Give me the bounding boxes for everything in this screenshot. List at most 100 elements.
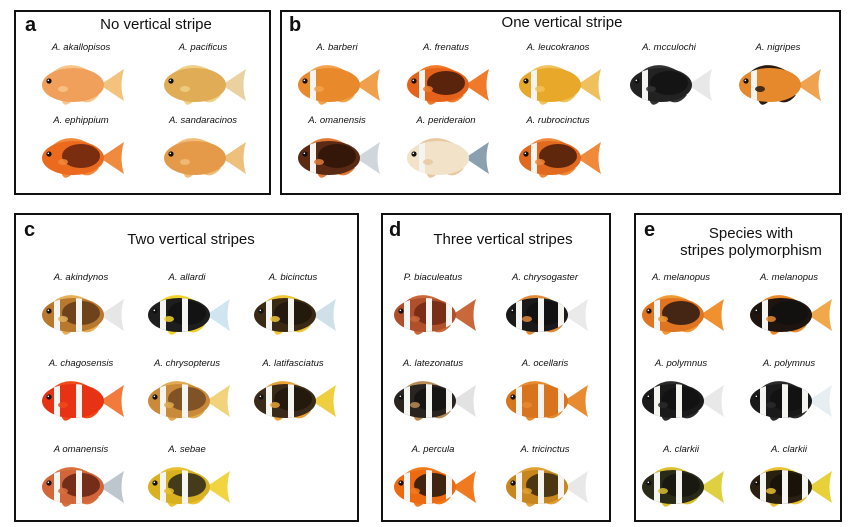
species-cell: A. percula — [368, 444, 498, 512]
panel-title: One vertical stripe — [501, 14, 623, 31]
fish-illustration — [506, 467, 588, 507]
fish-illustration — [42, 295, 124, 335]
species-name: A. polymnus — [654, 358, 708, 369]
fish-illustration — [42, 381, 124, 421]
fish-illustration — [394, 467, 476, 507]
panel-title: Species with stripes polymorphism — [656, 225, 846, 259]
species-name: A. tricinctus — [520, 444, 570, 455]
species-cell: A. ocellaris — [480, 358, 610, 426]
species-cell: A. chrysogaster — [480, 272, 610, 340]
fish-illustration — [148, 381, 230, 421]
species-cell: A. polymnus — [616, 358, 746, 426]
species-cell: A. barberi — [272, 42, 402, 110]
species-cell: A. sandaracinos — [138, 115, 268, 183]
species-cell: A omanensis — [16, 444, 146, 512]
species-name: A. sandaracinos — [168, 115, 238, 126]
fish-illustration — [394, 381, 476, 421]
fish-illustration — [254, 381, 336, 421]
species-name: A. chrysopterus — [154, 358, 220, 369]
fish-illustration — [519, 65, 601, 105]
panel-b: b One vertical stripe A. barberi A. fren… — [280, 10, 841, 195]
species-cell: A. sebae — [122, 444, 252, 512]
fish-illustration — [42, 467, 124, 507]
species-cell: A. chagosensis — [16, 358, 146, 426]
species-cell: A. akindynos — [16, 272, 146, 340]
species-name: A. pacificus — [178, 42, 228, 53]
panel-a: a No vertical stripe A. akallopisos A. p… — [14, 10, 271, 195]
species-name: A. leucokranos — [526, 42, 590, 53]
fish-illustration — [750, 295, 832, 335]
panel-c: c Two vertical stripes A. akindynos A. a… — [14, 213, 359, 522]
species-name: A. perideraion — [416, 115, 476, 126]
fish-illustration — [298, 65, 380, 105]
species-name: A. allardi — [168, 272, 206, 283]
fish-illustration — [642, 381, 724, 421]
panel-d: d Three vertical stripes P. biaculeatus … — [381, 213, 611, 522]
fish-illustration — [642, 295, 724, 335]
species-cell: A. frenatus — [381, 42, 511, 110]
species-name: A. chrysogaster — [512, 272, 578, 283]
species-cell: A. tricinctus — [480, 444, 610, 512]
species-cell: A. leucokranos — [493, 42, 623, 110]
species-cell: A. chrysopterus — [122, 358, 252, 426]
species-name: A. mcculochi — [642, 42, 696, 53]
fish-illustration — [739, 65, 821, 105]
panel-label: a — [25, 14, 37, 36]
fish-illustration — [407, 138, 489, 178]
fish-illustration — [394, 295, 476, 335]
fish-illustration — [506, 381, 588, 421]
panel-title: Two vertical stripes — [127, 231, 255, 248]
species-name: A. chagosensis — [48, 358, 114, 369]
species-name: A. omanensis — [308, 115, 366, 126]
species-cell: A. melanopus — [724, 272, 850, 340]
panel-title-line: Species with — [708, 225, 794, 242]
fish-illustration — [164, 65, 246, 105]
species-cell: A. clarkii — [616, 444, 746, 512]
species-cell: A. latifasciatus — [228, 358, 358, 426]
species-name: A. akallopisos — [51, 42, 111, 53]
panel-title: No vertical stripe — [100, 16, 212, 33]
species-name: A. akindynos — [53, 272, 109, 283]
panel-label: b — [289, 14, 302, 36]
species-name: A. bicinctus — [268, 272, 318, 283]
fish-illustration — [407, 65, 489, 105]
panel-e: e Species with stripes polymorphism A. m… — [634, 213, 842, 522]
fish-illustration — [506, 295, 588, 335]
species-cell: A. omanensis — [272, 115, 402, 183]
species-cell: A. melanopus — [616, 272, 746, 340]
species-cell: P. biaculeatus — [368, 272, 498, 340]
fish-illustration — [42, 65, 124, 105]
species-name: A. rubrocinctus — [526, 115, 590, 126]
species-name: A. clarkii — [663, 444, 699, 455]
fish-illustration — [42, 138, 124, 178]
fish-illustration — [164, 138, 246, 178]
species-cell: A. allardi — [122, 272, 252, 340]
species-name: P. biaculeatus — [403, 272, 463, 283]
fish-illustration — [519, 138, 601, 178]
species-name: A. clarkii — [771, 444, 807, 455]
fish-illustration — [630, 65, 712, 105]
fish-illustration — [298, 138, 380, 178]
fish-illustration — [750, 381, 832, 421]
species-name: A. polymnus — [762, 358, 816, 369]
panel-title: Three vertical stripes — [433, 231, 573, 248]
species-name: A. ephippium — [53, 115, 109, 126]
fish-illustration — [254, 295, 336, 335]
species-name: A. nigripes — [755, 42, 801, 53]
species-name: A. sebae — [168, 444, 206, 455]
fish-illustration — [148, 467, 230, 507]
panel-label: e — [644, 219, 656, 241]
fish-illustration — [148, 295, 230, 335]
species-name: A. latifasciatus — [262, 358, 324, 369]
species-cell: A. mcculochi — [604, 42, 734, 110]
panel-label: c — [24, 219, 36, 241]
species-cell: A. akallopisos — [16, 42, 146, 110]
species-cell: A. rubrocinctus — [493, 115, 623, 183]
species-name: A. latezonatus — [402, 358, 464, 369]
species-name: A omanensis — [53, 444, 109, 455]
panel-label: d — [389, 219, 402, 241]
species-cell: A. nigripes — [713, 42, 843, 110]
species-cell: A. ephippium — [16, 115, 146, 183]
species-cell: A. perideraion — [381, 115, 511, 183]
species-cell: A. pacificus — [138, 42, 268, 110]
